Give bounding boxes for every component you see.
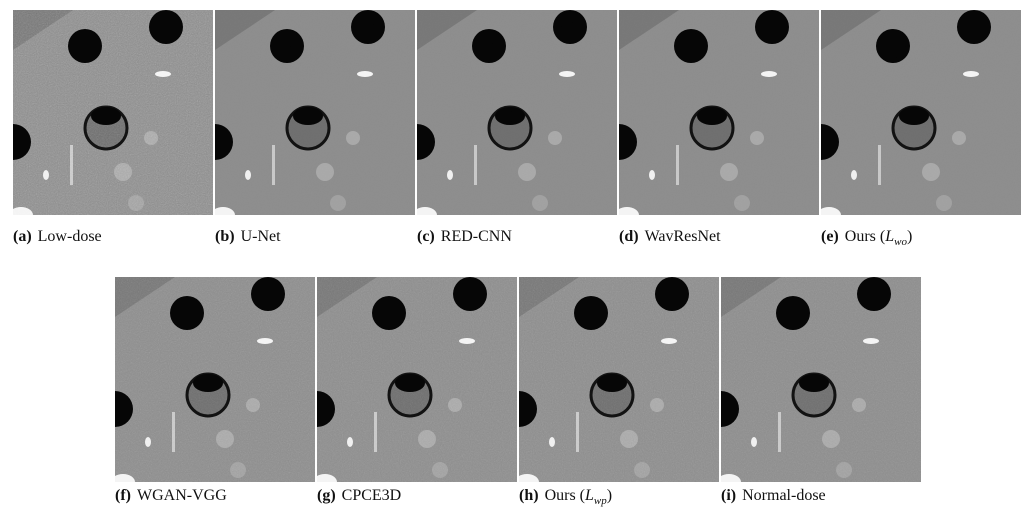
ct-image [215, 10, 415, 215]
caption-label: (e) [821, 228, 839, 245]
paren: ) [607, 487, 612, 504]
caption-text: U-Net [241, 228, 281, 245]
caption-label: (d) [619, 228, 639, 245]
paren: ( [876, 228, 885, 245]
caption-label: (g) [317, 487, 336, 504]
caption: (d) WavResNet [619, 228, 721, 246]
caption: (c) RED-CNN [417, 228, 512, 246]
caption-text: CPCE3D [342, 487, 402, 504]
math-subscript: wp [594, 495, 607, 507]
caption-text: WGAN-VGG [137, 487, 227, 504]
math-symbol: L [885, 228, 894, 245]
caption-text: Normal-dose [742, 487, 826, 504]
ct-image [317, 277, 517, 482]
caption: (f) WGAN-VGG [115, 487, 227, 505]
noise [417, 10, 617, 215]
caption-text: Ours [545, 487, 576, 504]
figure: (a) Low-dose (b) U-Net (c) RED-CNN (d) WavResNe… [0, 0, 1027, 513]
caption-text: Ours [845, 228, 876, 245]
caption-label: (h) [519, 487, 539, 504]
caption: (i) Normal-dose [721, 487, 826, 505]
noise [317, 277, 517, 482]
noise [13, 10, 213, 215]
caption: (g) CPCE3D [317, 487, 401, 505]
caption-text: WavResNet [645, 228, 721, 245]
ct-image [519, 277, 719, 482]
noise [821, 10, 1021, 215]
ct-image [821, 10, 1021, 215]
noise [115, 277, 315, 482]
caption: (b) U-Net [215, 228, 281, 246]
ct-image [721, 277, 921, 482]
math-subscript: wo [894, 236, 907, 248]
caption-label: (f) [115, 487, 131, 504]
noise [519, 277, 719, 482]
caption-text: Low-dose [38, 228, 102, 245]
ct-image [619, 10, 819, 215]
ct-image [13, 10, 213, 215]
math-symbol: L [585, 487, 594, 504]
caption-label: (b) [215, 228, 235, 245]
paren: ( [576, 487, 585, 504]
ct-image [115, 277, 315, 482]
noise [619, 10, 819, 215]
noise [215, 10, 415, 215]
caption-label: (a) [13, 228, 32, 245]
caption-text: RED-CNN [441, 228, 512, 245]
caption: (h) Ours (Lwp) [519, 487, 612, 507]
caption: (e) Ours (Lwo) [821, 228, 912, 248]
caption: (a) Low-dose [13, 228, 102, 246]
paren: ) [907, 228, 912, 245]
caption-label: (i) [721, 487, 736, 504]
noise [721, 277, 921, 482]
ct-image [417, 10, 617, 215]
caption-label: (c) [417, 228, 435, 245]
